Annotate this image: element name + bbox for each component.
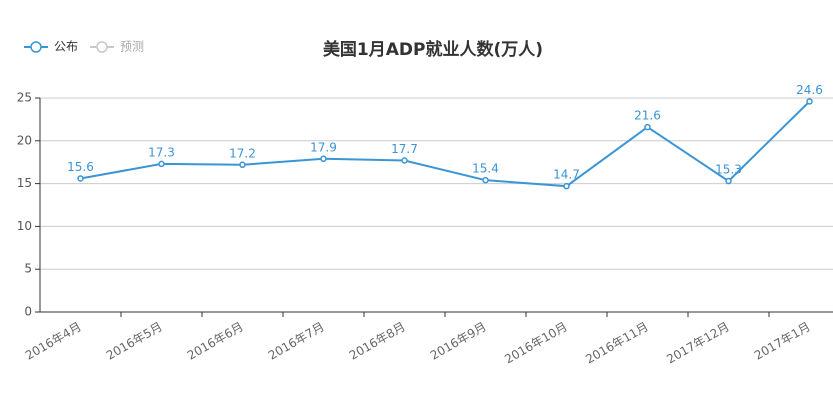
data-label: 21.6 bbox=[634, 109, 661, 123]
point bbox=[320, 155, 327, 163]
legend-label: 预测 bbox=[120, 40, 144, 54]
series-line bbox=[80, 100, 811, 188]
y-tick-label: 0 bbox=[24, 305, 32, 319]
legend-marker bbox=[96, 41, 108, 53]
chart-title: 美国1月ADP就业人数(万人) bbox=[323, 39, 543, 60]
y-tick-label: 20 bbox=[17, 133, 32, 147]
data-label: 17.3 bbox=[148, 145, 175, 159]
point bbox=[482, 176, 489, 184]
legend-marker bbox=[30, 41, 42, 53]
data-label: 15.4 bbox=[472, 162, 499, 176]
point bbox=[563, 182, 570, 190]
data-label: 14.7 bbox=[553, 168, 580, 182]
y-tick-label: 10 bbox=[17, 219, 32, 233]
data-label: 15.3 bbox=[715, 163, 742, 177]
point bbox=[644, 123, 651, 131]
point bbox=[806, 98, 813, 105]
y-tick-label: 5 bbox=[24, 262, 32, 276]
point bbox=[725, 177, 732, 185]
point bbox=[77, 175, 84, 182]
data-label: 15.6 bbox=[67, 160, 94, 174]
y-tick-label: 15 bbox=[17, 176, 32, 190]
legend-label: 公布 bbox=[54, 40, 78, 54]
data-label: 17.9 bbox=[310, 140, 337, 154]
point bbox=[239, 161, 246, 169]
data-label: 17.2 bbox=[229, 146, 256, 160]
data-label: 17.7 bbox=[391, 142, 418, 156]
data-label: 24.6 bbox=[796, 83, 823, 97]
y-tick-label: 25 bbox=[17, 91, 32, 105]
point bbox=[401, 157, 408, 164]
point bbox=[158, 160, 165, 168]
